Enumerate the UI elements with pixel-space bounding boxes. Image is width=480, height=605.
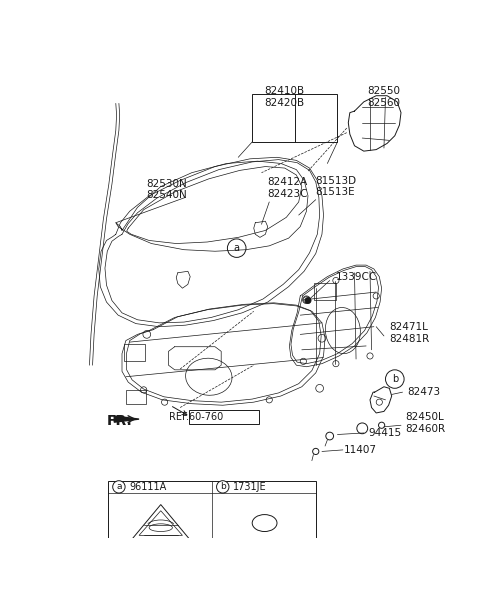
Text: 82412A
82423C: 82412A 82423C <box>268 177 308 199</box>
Bar <box>108 481 316 549</box>
Text: 82550
82560: 82550 82560 <box>368 87 400 108</box>
Text: FR.: FR. <box>107 414 132 428</box>
Bar <box>252 94 337 142</box>
Text: REF.60-760: REF.60-760 <box>168 412 223 422</box>
FancyArrowPatch shape <box>116 416 135 422</box>
Text: a: a <box>116 482 121 491</box>
Text: 81513D
81513E: 81513D 81513E <box>316 176 357 197</box>
Text: 82450L
82460R: 82450L 82460R <box>405 412 445 434</box>
Text: b: b <box>392 374 398 384</box>
Text: b: b <box>220 482 226 491</box>
Polygon shape <box>114 416 139 422</box>
Text: 82471L
82481R: 82471L 82481R <box>389 322 430 344</box>
Text: 82473: 82473 <box>407 387 440 397</box>
Bar <box>123 344 145 361</box>
Text: 1339CC: 1339CC <box>336 272 377 282</box>
Text: 94415: 94415 <box>369 428 402 438</box>
Circle shape <box>216 481 229 493</box>
Text: 96111A: 96111A <box>129 482 166 492</box>
Text: a: a <box>234 243 240 253</box>
Circle shape <box>385 370 404 388</box>
Circle shape <box>305 298 311 304</box>
Bar <box>126 390 146 404</box>
Bar <box>314 283 336 299</box>
Text: 11407: 11407 <box>344 445 377 455</box>
Text: 82530N
82540N: 82530N 82540N <box>146 179 187 200</box>
Circle shape <box>228 239 246 257</box>
Text: 82410B
82420B: 82410B 82420B <box>264 87 305 108</box>
Text: 1731JE: 1731JE <box>233 482 266 492</box>
Circle shape <box>113 481 125 493</box>
